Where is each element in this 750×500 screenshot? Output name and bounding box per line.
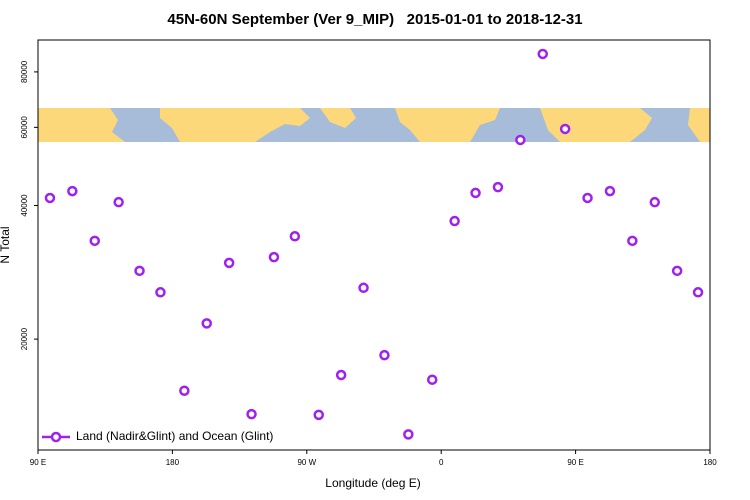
data-point	[67, 185, 78, 197]
data-point	[201, 318, 212, 329]
data-point	[335, 369, 347, 381]
data-point	[403, 429, 414, 440]
data-point	[289, 231, 301, 242]
data-point	[44, 192, 56, 204]
data-point	[268, 251, 280, 263]
data-point	[582, 192, 593, 204]
data-point	[113, 196, 124, 208]
data-point	[379, 349, 390, 361]
x-tick-label: 90 E	[30, 458, 46, 467]
map-land	[320, 108, 356, 128]
data-point	[492, 181, 504, 193]
data-point	[559, 123, 571, 135]
map-land	[688, 108, 710, 142]
data-point	[470, 187, 481, 199]
data-point	[426, 374, 438, 385]
legend-marker	[50, 431, 62, 443]
x-axis-label: Longitude (deg E)	[325, 476, 420, 490]
x-tick-label: 90 E	[567, 458, 583, 467]
data-point	[89, 235, 100, 247]
data-point	[155, 287, 166, 298]
y-tick-label: 20000	[20, 327, 29, 350]
data-point	[671, 265, 683, 277]
y-tick-label: 40000	[20, 194, 29, 217]
data-point	[179, 385, 190, 396]
data-point	[692, 287, 704, 298]
data-point	[313, 409, 324, 421]
data-point	[223, 257, 235, 269]
data-point	[358, 282, 369, 294]
data-point	[134, 265, 145, 277]
data-point	[246, 408, 257, 420]
map-band	[38, 108, 710, 142]
map-land	[395, 108, 500, 142]
x-tick-label: 180	[166, 458, 180, 467]
x-tick-label: 0	[439, 458, 444, 467]
x-tick-label: 180	[703, 458, 717, 467]
data-point	[649, 196, 660, 208]
data-point	[515, 134, 526, 146]
chart-title: 45N-60N September (Ver 9_MIP) 2015-01-01…	[167, 11, 582, 28]
map-land	[540, 108, 652, 142]
x-tick-label: 90 W	[297, 458, 316, 467]
plot-frame	[37, 39, 711, 451]
legend-label: Land (Nadir&Glint) and Ocean (Glint)	[76, 429, 273, 443]
map-land	[160, 108, 310, 142]
y-tick-label: 60000	[20, 116, 29, 139]
data-point	[604, 185, 616, 197]
data-point	[449, 215, 460, 227]
data-point	[627, 235, 638, 247]
data-point	[537, 48, 548, 60]
y-tick-label: 80000	[20, 60, 29, 83]
map-land	[38, 108, 125, 142]
y-axis-label: N Total	[0, 226, 12, 263]
